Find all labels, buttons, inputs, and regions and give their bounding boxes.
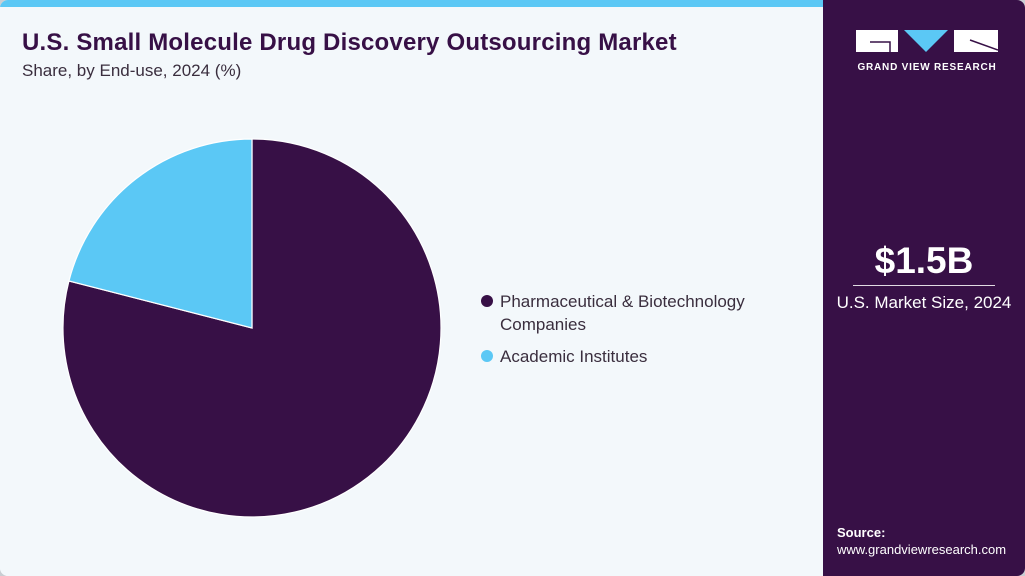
brand-name: GRAND VIEW RESEARCH (857, 62, 997, 73)
brand-logo: GRAND VIEW RESEARCH (856, 28, 999, 73)
divider (853, 285, 995, 286)
chart-title: U.S. Small Molecule Drug Discovery Outso… (22, 29, 677, 56)
legend-item-academic: Academic Institutes (481, 345, 780, 368)
pie-slice-academic (68, 138, 253, 329)
market-size-value: $1.5B (874, 240, 974, 281)
source-heading: Source: (837, 525, 886, 540)
source-link[interactable]: www.grandviewresearch.com (837, 542, 1007, 557)
market-size-label: U.S. Market Size, 2024 (836, 293, 1012, 312)
legend-item-pharma: Pharmaceutical & Biotechnology Companies (481, 290, 780, 336)
pie-chart (62, 138, 442, 518)
legend-label: Academic Institutes (500, 347, 648, 366)
info-sidebar: GRAND VIEW RESEARCH $1.5B U.S. Market Si… (823, 0, 1025, 576)
legend-label: Pharmaceutical & Biotechnology Companies (500, 292, 745, 334)
legend-dot-icon (481, 350, 493, 362)
legend: Pharmaceutical & Biotechnology Companies… (481, 290, 780, 377)
chart-subtitle: Share, by End-use, 2024 (%) (22, 61, 242, 80)
accent-bar (0, 0, 823, 7)
gvr-logo-icon (856, 30, 999, 52)
legend-dot-icon (481, 295, 493, 307)
